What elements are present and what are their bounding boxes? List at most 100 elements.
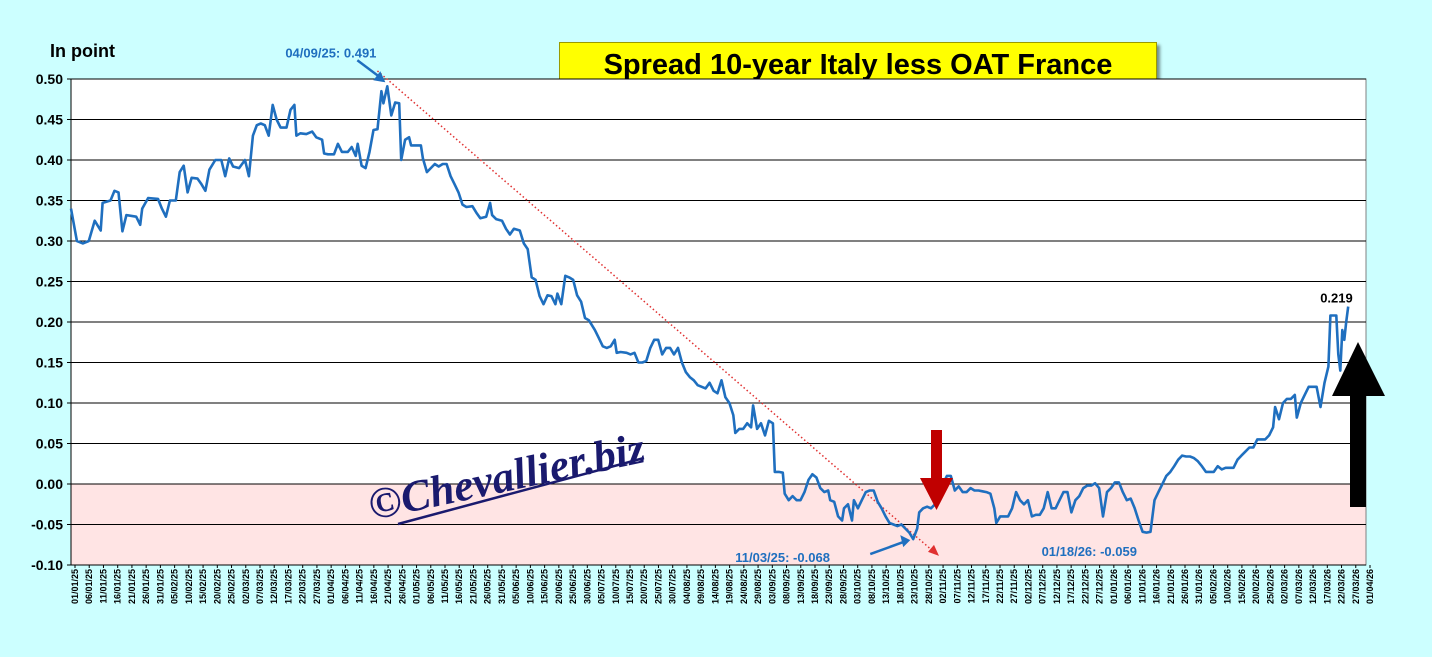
x-tick-label: 15/02/26 [1237, 569, 1247, 604]
x-tick-label: 30/06/25 [582, 569, 592, 604]
x-tick-label: 11/05/25 [440, 569, 450, 604]
x-tick-label: 22/03/26 [1337, 569, 1347, 604]
down-arrow-shaft [931, 430, 942, 478]
y-tick-label: 0.30 [36, 233, 63, 249]
x-tick-label: 22/03/25 [298, 569, 308, 604]
x-tick-label: 10/02/25 [184, 569, 194, 604]
x-tick-label: 11/01/26 [1137, 569, 1147, 604]
x-tick-label: 13/09/25 [796, 569, 806, 604]
x-tick-label: 07/03/26 [1294, 569, 1304, 604]
x-tick-label: 02/03/25 [241, 569, 251, 604]
x-tick-label: 26/04/25 [397, 569, 407, 604]
y-tick-label: 0.00 [36, 476, 63, 492]
x-tick-label: 01/01/26 [1109, 569, 1119, 604]
x-tick-label: 22/11/25 [995, 569, 1005, 604]
x-tick-label: 31/05/25 [497, 569, 507, 604]
x-tick-label: 20/07/25 [639, 569, 649, 604]
x-tick-label: 31/01/25 [155, 569, 165, 604]
y-tick-label: 0.15 [36, 355, 63, 371]
x-tick-label: 03/10/25 [853, 569, 863, 604]
x-tick-label: 27/11/25 [1009, 569, 1019, 604]
annotation-last-value: 0.219 [1320, 291, 1353, 306]
x-tick-label: 12/03/25 [269, 569, 279, 604]
trend-line [376, 70, 936, 554]
x-tick-label: 10/02/26 [1223, 569, 1233, 604]
y-tick-label: 0.50 [36, 71, 63, 87]
x-tick-label: 01/04/25 [326, 569, 336, 604]
x-tick-label: 15/06/25 [540, 569, 550, 604]
x-tick-label: 21/01/25 [127, 569, 137, 604]
x-tick-label: 05/07/25 [597, 569, 607, 604]
x-tick-label: 02/03/26 [1280, 569, 1290, 604]
x-tick-label: 02/11/25 [938, 569, 948, 604]
x-tick-label: 05/02/26 [1208, 569, 1218, 604]
x-tick-label: 01/01/25 [70, 569, 80, 604]
x-tick-label: 23/09/25 [824, 569, 834, 604]
x-tick-label: 20/02/25 [212, 569, 222, 604]
x-tick-label: 17/12/25 [1066, 569, 1076, 604]
x-tick-label: 12/11/25 [967, 569, 977, 604]
x-tick-label: 29/08/25 [753, 569, 763, 604]
x-tick-label: 30/07/25 [668, 569, 678, 604]
x-tick-label: 22/12/25 [1080, 569, 1090, 604]
y-tick-label: 0.10 [36, 395, 63, 411]
x-tick-label: 17/03/25 [283, 569, 293, 604]
x-tick-label: 19/08/25 [725, 569, 735, 604]
x-tick-label: 07/03/25 [255, 569, 265, 604]
x-tick-label: 07/12/25 [1038, 569, 1048, 604]
x-tick-label: 08/09/25 [782, 569, 792, 604]
x-tick-label: 21/01/26 [1166, 569, 1176, 604]
up-arrow-shaft [1350, 394, 1366, 507]
x-tick-label: 28/10/25 [924, 569, 934, 604]
x-tick-label: 18/09/25 [810, 569, 820, 604]
y-tick-label: 0.05 [36, 436, 63, 452]
x-tick-label: 27/12/25 [1095, 569, 1105, 604]
x-tick-label: 07/11/25 [952, 569, 962, 604]
x-tick-label: 27/03/25 [312, 569, 322, 604]
x-tick-label: 27/03/26 [1351, 569, 1361, 604]
y-tick-label: -0.05 [31, 517, 63, 533]
x-tick-label: 23/10/25 [910, 569, 920, 604]
x-tick-label: 17/03/26 [1322, 569, 1332, 604]
x-tick-label: 24/08/25 [739, 569, 749, 604]
annotation-peak-arrowhead [373, 71, 386, 83]
x-tick-label: 01/05/25 [412, 569, 422, 604]
annotation-peak: 04/09/25: 0.491 [285, 45, 376, 60]
x-tick-label: 05/02/25 [170, 569, 180, 604]
x-tick-label: 25/02/26 [1265, 569, 1275, 604]
x-tick-label: 06/04/25 [340, 569, 350, 604]
y-tick-label: 0.25 [36, 274, 63, 290]
y-tick-label: 0.40 [36, 152, 63, 168]
x-tick-label: 08/10/25 [867, 569, 877, 604]
down-arrow-head [920, 478, 953, 510]
x-tick-label: 25/06/25 [568, 569, 578, 604]
x-tick-label: 21/04/25 [383, 569, 393, 604]
y-tick-label: 0.35 [36, 193, 63, 209]
y-axis-label: In point [50, 41, 115, 61]
x-tick-label: 02/12/25 [1023, 569, 1033, 604]
x-tick-label: 16/05/25 [454, 569, 464, 604]
x-tick-label: 25/07/25 [653, 569, 663, 604]
x-tick-label: 26/01/25 [141, 569, 151, 604]
y-tick-label: -0.10 [31, 557, 63, 573]
y-tick-label: 0.20 [36, 314, 63, 330]
x-tick-label: 25/02/25 [227, 569, 237, 604]
x-tick-label: 12/12/25 [1052, 569, 1062, 604]
x-tick-label: 17/11/25 [981, 569, 991, 604]
x-tick-label: 10/07/25 [611, 569, 621, 604]
x-tick-label: 03/09/25 [767, 569, 777, 604]
y-tick-label: 0.45 [36, 112, 63, 128]
x-tick-label: 11/01/25 [98, 569, 108, 604]
up-arrow-head [1332, 342, 1385, 396]
x-tick-label: 04/08/25 [682, 569, 692, 604]
x-tick-label: 09/08/25 [696, 569, 706, 604]
x-tick-label: 05/06/25 [511, 569, 521, 604]
x-tick-label: 26/05/25 [483, 569, 493, 604]
x-tick-label: 12/03/26 [1308, 569, 1318, 604]
x-tick-label: 26/01/26 [1180, 569, 1190, 604]
x-tick-label: 06/01/26 [1123, 569, 1133, 604]
x-tick-label: 31/01/26 [1194, 569, 1204, 604]
watermark-underline [397, 456, 645, 526]
annotation-low-nov-arrowhead [900, 535, 911, 548]
x-tick-label: 16/01/25 [113, 569, 123, 604]
